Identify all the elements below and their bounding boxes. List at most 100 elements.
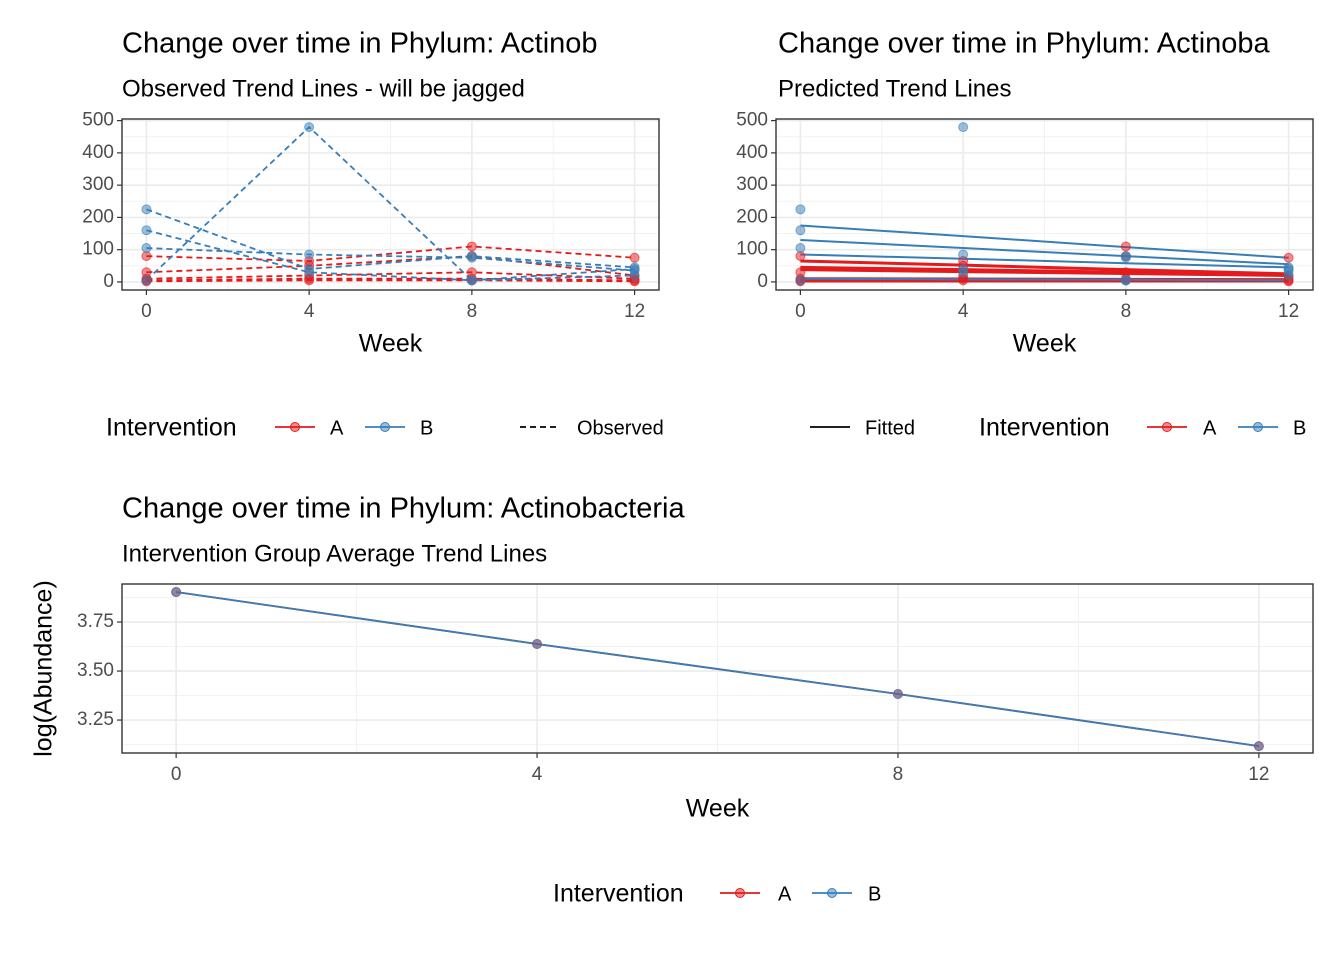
plot-layer — [171, 587, 1264, 752]
x-tick-label: 4 — [958, 301, 969, 322]
series-line — [146, 277, 635, 282]
x-tick-label: 8 — [467, 301, 478, 322]
data-point — [141, 204, 152, 215]
data-point — [892, 688, 903, 699]
panel-border — [121, 583, 1314, 754]
data-point — [466, 275, 477, 286]
data-point — [466, 241, 477, 252]
panel-border — [121, 118, 660, 291]
y-tick-label: 300 — [736, 174, 768, 195]
data-point — [795, 275, 806, 286]
legend-title: Intervention — [979, 414, 1110, 442]
series-line — [800, 253, 1289, 269]
x-axis-title: Week — [1013, 330, 1077, 358]
y-tick-label: 500 — [82, 110, 114, 131]
y-tick-label: 3.25 — [77, 709, 114, 730]
data-point — [958, 122, 969, 133]
chart-title: Change over time in Phylum: Actinob — [122, 28, 598, 60]
y-tick-label: 200 — [82, 206, 114, 227]
legend-key-point — [1162, 422, 1172, 432]
legend-key-point — [735, 888, 745, 898]
legend-label: A — [778, 883, 792, 905]
plot-layer — [141, 122, 640, 287]
data-point — [629, 252, 640, 263]
x-tick-label: 0 — [171, 764, 182, 785]
legend-label: Fitted — [865, 417, 915, 439]
y-axis-title: log(Abundance) — [30, 580, 58, 757]
series-line — [800, 238, 1289, 266]
data-point — [304, 267, 315, 278]
y-tick-label: 0 — [103, 271, 114, 292]
legend-label: B — [1293, 417, 1306, 439]
x-tick-label: 12 — [624, 301, 645, 322]
series-line — [146, 229, 635, 282]
series-line — [145, 125, 635, 282]
y-tick-label: 100 — [736, 239, 768, 260]
series-line — [800, 224, 1289, 259]
y-tick-label: 400 — [82, 142, 114, 163]
plot-layer — [795, 122, 1294, 287]
series-line — [800, 259, 1289, 276]
data-point — [958, 267, 969, 278]
data-point — [1120, 252, 1131, 263]
x-tick-label: 4 — [304, 301, 315, 322]
chart-title: Change over time in Phylum: Actinoba — [778, 28, 1271, 60]
data-point — [1120, 275, 1131, 286]
series-line — [146, 255, 635, 277]
data-point — [795, 243, 806, 254]
x-tick-label: 8 — [893, 764, 904, 785]
x-tick-label: 12 — [1248, 764, 1269, 785]
x-tick-label: 8 — [1121, 301, 1132, 322]
series-line — [800, 268, 1289, 277]
y-tick-label: 500 — [736, 110, 768, 131]
data-point — [532, 638, 543, 649]
legend-label: Observed — [577, 417, 664, 439]
x-tick-label: 4 — [532, 764, 543, 785]
legend-label: A — [1203, 417, 1217, 439]
chart-title: Change over time in Phylum: Actinobacter… — [122, 493, 685, 525]
data-point — [141, 243, 152, 254]
data-point — [304, 122, 315, 133]
data-point — [795, 204, 806, 215]
x-axis-title: Week — [359, 330, 423, 358]
series-line — [800, 277, 1289, 282]
y-tick-label: 400 — [736, 142, 768, 163]
data-point — [171, 587, 182, 598]
data-point — [1283, 252, 1294, 263]
data-point — [795, 225, 806, 236]
y-tick-label: 3.75 — [77, 611, 114, 632]
data-point — [1253, 741, 1264, 752]
series-line — [146, 208, 635, 270]
series-line — [146, 279, 635, 283]
chart-subtitle: Observed Trend Lines - will be jagged — [122, 75, 525, 102]
x-tick-label: 0 — [141, 301, 152, 322]
legend-label: B — [420, 417, 433, 439]
data-point — [304, 249, 315, 260]
data-point — [958, 249, 969, 260]
legend-key-point — [290, 422, 300, 432]
y-tick-label: 3.50 — [77, 660, 114, 681]
data-point — [1283, 264, 1294, 275]
panel-border — [775, 118, 1314, 291]
x-axis-title: Week — [686, 795, 750, 823]
legend-key-point — [380, 422, 390, 432]
legend-label: A — [330, 417, 344, 439]
data-point — [141, 225, 152, 236]
chart-subtitle: Predicted Trend Lines — [778, 75, 1011, 102]
y-tick-label: 200 — [736, 206, 768, 227]
series-line — [146, 271, 635, 280]
x-tick-label: 0 — [795, 301, 806, 322]
legend-key-point — [827, 888, 837, 898]
series-line — [146, 245, 635, 262]
series-line — [176, 591, 1259, 748]
y-tick-label: 300 — [82, 174, 114, 195]
data-point — [629, 264, 640, 275]
data-point — [1120, 241, 1131, 252]
legend-key-point — [1253, 422, 1263, 432]
x-tick-label: 12 — [1278, 301, 1299, 322]
y-tick-label: 100 — [82, 239, 114, 260]
data-point — [466, 252, 477, 263]
legend-title: Intervention — [553, 880, 684, 908]
data-point — [141, 275, 152, 286]
